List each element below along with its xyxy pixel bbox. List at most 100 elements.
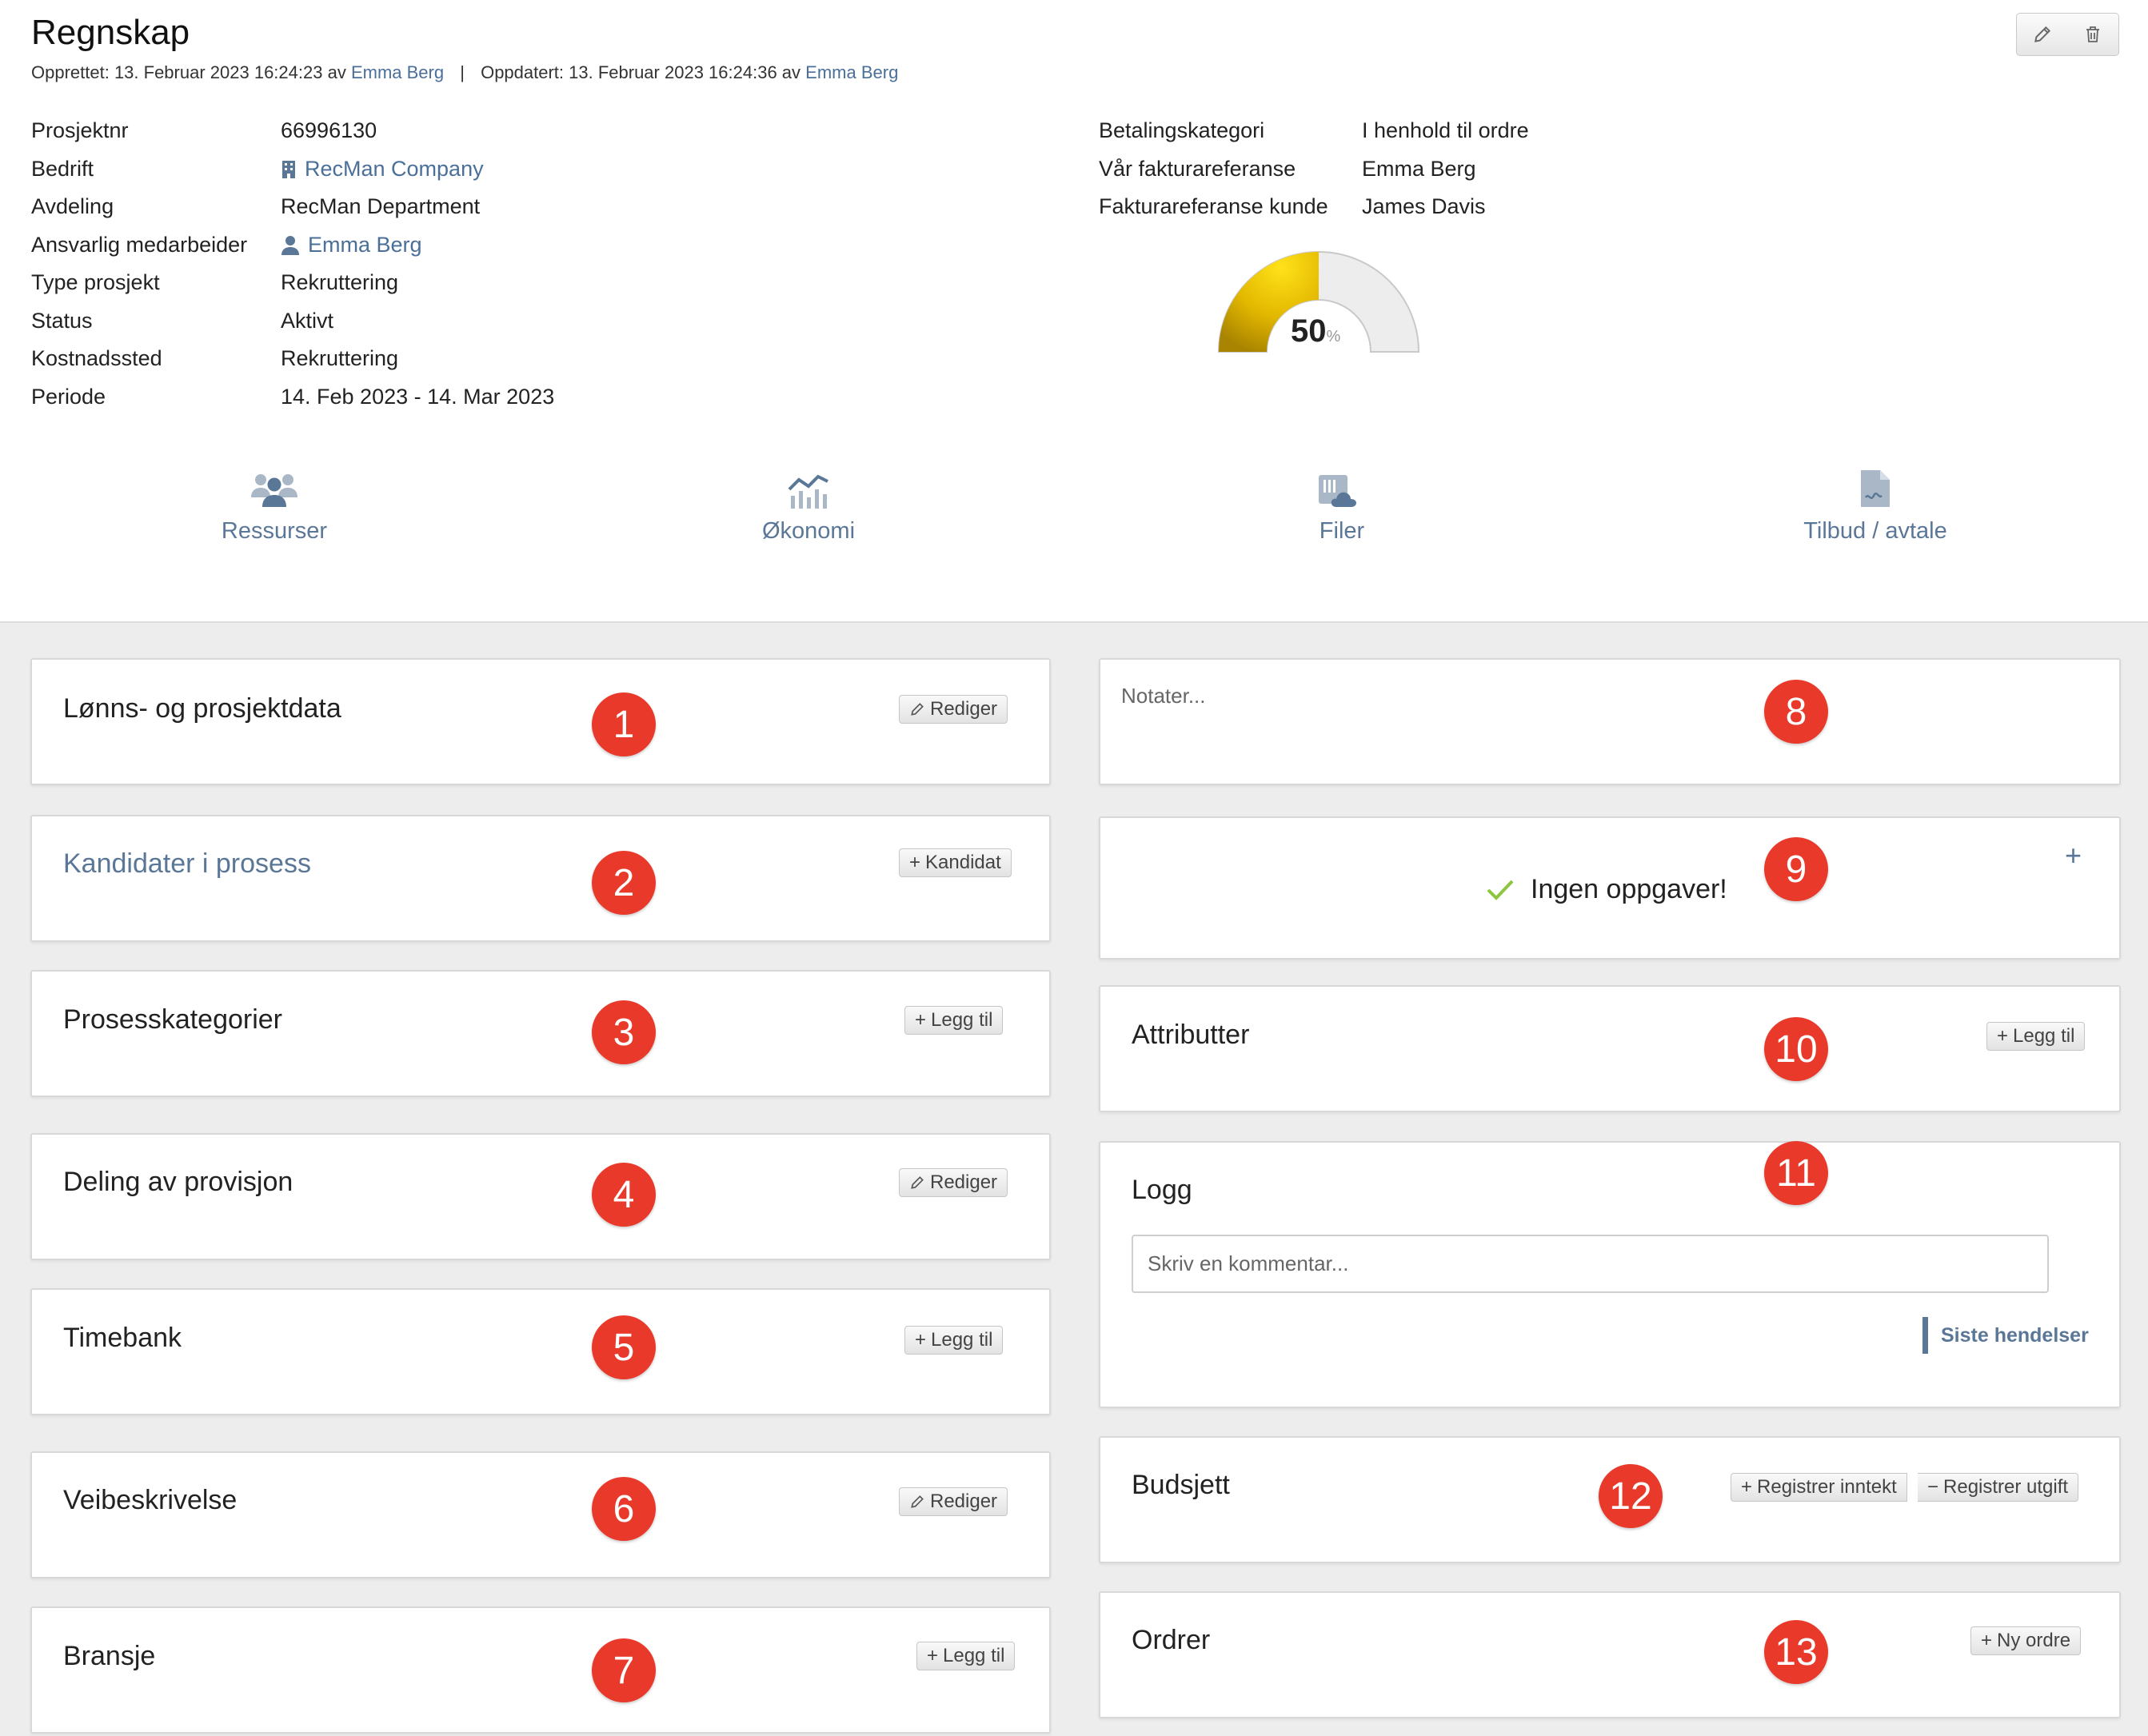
- card-veibeskrivelse: Veibeskrivelse Rediger 6: [30, 1451, 1051, 1578]
- card-title: Attributter: [1132, 1020, 1250, 1050]
- rediger-button[interactable]: Rediger: [899, 1487, 1008, 1516]
- registrer-utgift-button[interactable]: − Registrer utgift: [1918, 1473, 2079, 1502]
- label-periode: Periode: [31, 385, 106, 409]
- registrer-inntekt-button[interactable]: + Registrer inntekt: [1731, 1473, 1907, 1502]
- button-label: Registrer inntekt: [1757, 1476, 1897, 1498]
- card-attributter: Attributter + Legg til 10: [1099, 985, 2121, 1112]
- value-periode: 14. Feb 2023 - 14. Mar 2023: [281, 385, 555, 409]
- plus-icon: +: [1741, 1476, 1753, 1498]
- gauge-unit: %: [1326, 328, 1341, 345]
- company-name: RecMan Company: [305, 157, 484, 181]
- plus-icon: +: [915, 1009, 927, 1031]
- siste-hendelser-link[interactable]: Siste hendelser: [1922, 1317, 2089, 1354]
- button-label: Rediger: [930, 1491, 998, 1512]
- employee-name: Emma Berg: [308, 233, 422, 257]
- active-indicator: [1922, 1317, 1928, 1354]
- callout-badge: 5: [592, 1315, 656, 1379]
- label-fakturareferanse-kunde: Fakturareferanse kunde: [1099, 194, 1328, 218]
- callout-badge: 7: [592, 1638, 656, 1702]
- value-kostnadssted: Rekruttering: [281, 346, 399, 370]
- minus-icon: −: [1927, 1476, 1939, 1498]
- add-kandidat-button[interactable]: + Kandidat: [899, 848, 1012, 877]
- label-status: Status: [31, 309, 93, 333]
- gauge-fill: [1219, 252, 1319, 352]
- gauge-value: 50%: [1291, 313, 1340, 349]
- callout-badge: 11: [1764, 1141, 1828, 1205]
- person-icon: [281, 235, 299, 255]
- chart-icon: [788, 474, 828, 509]
- button-label: Rediger: [930, 698, 998, 720]
- tab-filer[interactable]: Filer: [1222, 464, 1462, 545]
- button-label: Legg til: [931, 1009, 993, 1031]
- card-title: Budsjett: [1132, 1470, 1230, 1500]
- value-avdeling: RecMan Department: [281, 194, 481, 218]
- callout-badge: 3: [592, 1000, 656, 1064]
- meta-separator: |: [460, 62, 465, 82]
- updated-label: Oppdatert: 13. Februar 2023 16:24:36 av: [481, 62, 801, 82]
- card-title-link[interactable]: Kandidater i prosess: [63, 848, 311, 879]
- button-label: Legg til: [2013, 1025, 2075, 1047]
- gauge-number: 50: [1291, 313, 1327, 349]
- plus-icon: +: [915, 1329, 927, 1351]
- rediger-button[interactable]: Rediger: [899, 695, 1008, 724]
- legg-til-button[interactable]: + Legg til: [904, 1326, 1004, 1355]
- pencil-icon: [911, 1495, 924, 1508]
- card-title: Bransje: [63, 1641, 156, 1671]
- pencil-icon: [911, 1176, 924, 1189]
- value-status: Aktivt: [281, 309, 334, 333]
- legg-til-button[interactable]: + Legg til: [916, 1642, 1016, 1670]
- button-label: Legg til: [931, 1329, 993, 1351]
- label-betalingskategori: Betalingskategori: [1099, 118, 1265, 142]
- value-betalingskategori: I henhold til ordre: [1362, 118, 1529, 142]
- tab-ressurser[interactable]: Ressurser: [154, 464, 394, 545]
- events-label: Siste hendelser: [1941, 1323, 2089, 1347]
- updated-by-link[interactable]: Emma Berg: [805, 62, 899, 82]
- label-var-fakturareferanse: Vår fakturareferanse: [1099, 157, 1296, 181]
- tab-label: Filer: [1319, 518, 1365, 544]
- card-ordrer: Ordrer + Ny ordre 13: [1099, 1591, 2121, 1718]
- callout-badge: 1: [592, 692, 656, 756]
- responsible-employee-link[interactable]: Emma Berg: [281, 233, 422, 257]
- tab-tilbud-avtale[interactable]: Tilbud / avtale: [1755, 464, 1995, 545]
- no-tasks-message: Ingen oppgaver!: [1486, 874, 1727, 905]
- checkmark-icon: [1487, 880, 1514, 900]
- card-kandidater-i-prosess: Kandidater i prosess + Kandidat 2: [30, 815, 1051, 942]
- card-deling-av-provisjon: Deling av provisjon Rediger 4: [30, 1133, 1051, 1260]
- card-title: Prosesskategorier: [63, 1004, 283, 1035]
- created-updated-meta: Opprettet: 13. Februar 2023 16:24:23 av …: [31, 62, 898, 83]
- comment-input[interactable]: Skriv en kommentar...: [1132, 1235, 2049, 1293]
- pencil-icon: [911, 703, 924, 716]
- pencil-icon: [2034, 26, 2051, 42]
- ny-ordre-button[interactable]: + Ny ordre: [1970, 1626, 2082, 1655]
- card-title: Veibeskrivelse: [63, 1485, 238, 1515]
- add-task-button[interactable]: +: [2065, 839, 2082, 872]
- plus-icon: +: [909, 852, 921, 873]
- notes-placeholder: Notater...: [1121, 684, 1206, 708]
- edit-project-button[interactable]: [2016, 13, 2069, 56]
- label-avdeling: Avdeling: [31, 194, 114, 218]
- delete-project-button[interactable]: [2067, 13, 2119, 56]
- value-fakturareferanse-kunde: James Davis: [1362, 194, 1486, 218]
- tab-label: Økonomi: [761, 518, 856, 544]
- created-by-link[interactable]: Emma Berg: [350, 62, 445, 82]
- company-link[interactable]: RecMan Company: [281, 157, 484, 182]
- project-header-panel: Regnskap Opprettet: 13. Februar 2023 16:…: [0, 0, 2148, 623]
- callout-badge: 6: [592, 1477, 656, 1541]
- label-prosjektnr: Prosjektnr: [31, 118, 129, 142]
- plus-icon: +: [1981, 1630, 1993, 1651]
- button-label: Ny ordre: [1997, 1630, 2071, 1651]
- card-bransje: Bransje + Legg til 7: [30, 1606, 1051, 1734]
- no-tasks-text: Ingen oppgaver!: [1531, 874, 1727, 904]
- label-type-prosjekt: Type prosjekt: [31, 270, 160, 294]
- card-notater[interactable]: Notater... 8: [1099, 658, 2121, 785]
- legg-til-button[interactable]: + Legg til: [1986, 1022, 2086, 1051]
- callout-badge: 4: [592, 1163, 656, 1227]
- callout-badge: 10: [1764, 1017, 1828, 1081]
- tab-okonomi[interactable]: Økonomi: [689, 464, 928, 545]
- tab-label: Tilbud / avtale: [1803, 518, 1947, 544]
- rediger-button[interactable]: Rediger: [899, 1168, 1008, 1197]
- button-label: Kandidat: [925, 852, 1001, 873]
- card-budsjett: Budsjett + Registrer inntekt − Registrer…: [1099, 1436, 2121, 1563]
- label-kostnadssted: Kostnadssted: [31, 346, 162, 370]
- legg-til-button[interactable]: + Legg til: [904, 1006, 1004, 1035]
